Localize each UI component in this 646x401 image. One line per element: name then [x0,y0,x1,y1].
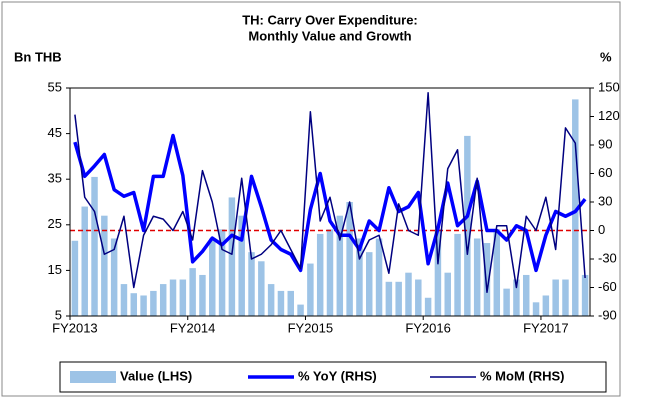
bar [405,272,412,316]
bar [444,272,451,316]
bar [326,229,334,316]
bar [552,279,559,316]
y-tick-label: 15 [48,262,62,277]
y2-tick-label: 0 [598,222,605,237]
chart-title: Monthly Value and Growth [248,28,411,43]
legend-label: Value (LHS) [120,368,192,383]
bar [316,233,324,316]
bar [542,295,550,316]
y2-tick-label: 30 [598,193,612,208]
bar [395,281,402,316]
bar [159,284,167,316]
bar [150,290,157,316]
y-tick-label: 25 [48,216,62,231]
y2-axis-label: % [600,49,612,64]
line [74,92,586,293]
bar [91,176,98,316]
bar [483,243,491,316]
bar [101,215,108,316]
bar [385,281,393,316]
bar [287,290,294,316]
bar [307,263,314,316]
bar [562,279,569,316]
legend-label: % MoM (RHS) [480,368,565,383]
bar [179,279,187,316]
bar [120,284,128,316]
bar [464,135,471,316]
y-tick-label: 55 [48,79,62,94]
line [73,133,587,273]
bar [81,206,88,316]
bar [71,240,79,316]
bar [473,238,481,316]
bar [366,252,373,316]
y2-tick-label: -30 [598,250,617,265]
bar [572,99,579,317]
y2-tick-label: 120 [598,108,620,123]
bar [513,279,520,316]
y-tick-label: 5 [55,307,62,322]
y2-tick-label: -90 [598,307,617,322]
y2-tick-label: 150 [598,79,620,94]
bar [189,268,196,316]
y2-tick-label: 90 [598,136,612,151]
bar [258,261,265,316]
bar [199,274,206,316]
bar [218,229,226,316]
legend-swatch [70,371,116,383]
bar [493,229,501,316]
legend-label: % YoY (RHS) [298,368,377,383]
y-axis-label: Bn THB [14,49,62,64]
bar [581,274,589,316]
bar [415,279,422,316]
y-tick-label: 45 [48,125,62,140]
bar [503,288,510,316]
x-tick-label: FY2015 [288,320,334,335]
bar [209,238,216,316]
bar [297,304,304,316]
bar [130,293,138,316]
bar [434,229,442,316]
bar [277,290,285,316]
bar [375,238,383,316]
x-tick-label: FY2017 [523,320,569,335]
bar [346,202,353,316]
bar [454,233,461,316]
bar [356,238,363,316]
bar [238,215,245,316]
bar [336,215,344,316]
bar [248,252,255,316]
bar [267,284,275,316]
plot-frame [69,87,591,317]
bar [424,297,432,316]
y2-tick-label: 60 [598,165,612,180]
x-tick-label: FY2016 [405,320,451,335]
bar [140,295,147,316]
bar [532,302,540,316]
x-tick-label: FY2014 [170,320,216,335]
chart-frame [1,1,621,397]
y-tick-label: 35 [48,171,62,186]
bar [110,238,118,316]
x-tick-label: FY2013 [52,320,98,335]
bar [169,279,177,316]
bar [228,197,236,316]
y2-tick-label: -60 [598,279,617,294]
legend-box [59,361,607,393]
bar [522,274,530,316]
chart-title: TH: Carry Over Expenditure: [242,12,418,27]
